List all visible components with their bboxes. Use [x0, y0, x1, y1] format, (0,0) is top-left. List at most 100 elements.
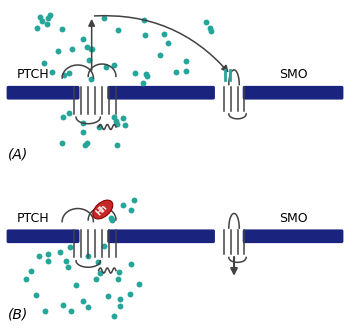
Point — [122, 122, 128, 128]
Point — [88, 77, 94, 82]
Point — [46, 251, 51, 256]
FancyBboxPatch shape — [243, 86, 343, 100]
Point — [37, 14, 43, 19]
Point — [115, 276, 121, 281]
Point — [60, 140, 65, 145]
Point — [74, 283, 79, 288]
Point — [80, 121, 86, 126]
Point — [62, 72, 67, 78]
Point — [104, 64, 109, 69]
Point — [111, 63, 117, 68]
Point — [102, 244, 107, 249]
Point — [113, 118, 119, 123]
Point — [34, 25, 40, 30]
Point — [140, 80, 146, 86]
Point — [63, 259, 69, 264]
Point — [46, 258, 51, 264]
Point — [94, 277, 99, 282]
Point — [127, 291, 133, 296]
Point — [66, 111, 72, 116]
Ellipse shape — [93, 200, 113, 219]
Point — [42, 309, 48, 314]
Point — [208, 28, 214, 33]
FancyBboxPatch shape — [7, 229, 79, 243]
Point — [108, 215, 113, 221]
Point — [128, 208, 134, 213]
Point — [132, 70, 138, 76]
Point — [106, 293, 111, 298]
Point — [66, 70, 72, 76]
Point — [166, 40, 171, 46]
Point — [110, 217, 115, 222]
Point — [141, 17, 147, 23]
Point — [161, 31, 167, 37]
Point — [120, 115, 126, 120]
Point — [60, 303, 66, 308]
Point — [80, 36, 86, 41]
Point — [208, 26, 213, 31]
Point — [44, 21, 49, 27]
Point — [33, 292, 39, 298]
Point — [59, 26, 64, 31]
Text: PTCH: PTCH — [16, 68, 49, 81]
Text: SMO: SMO — [279, 212, 307, 225]
Point — [84, 140, 89, 145]
Text: (A): (A) — [8, 147, 29, 161]
Point — [111, 114, 117, 120]
Point — [47, 13, 52, 18]
Point — [23, 277, 29, 282]
Point — [86, 254, 91, 259]
Point — [116, 269, 121, 274]
Point — [49, 69, 55, 75]
Point — [143, 71, 149, 77]
Point — [68, 308, 74, 314]
Point — [80, 130, 86, 135]
Point — [90, 46, 95, 52]
Point — [55, 48, 61, 53]
Point — [66, 265, 71, 270]
Point — [85, 305, 91, 310]
Point — [97, 270, 103, 275]
Text: (B): (B) — [8, 307, 29, 321]
Point — [69, 47, 75, 52]
Point — [42, 60, 47, 65]
Point — [28, 268, 34, 273]
Point — [184, 68, 189, 74]
Point — [117, 304, 122, 309]
FancyBboxPatch shape — [7, 86, 79, 100]
Point — [57, 249, 62, 254]
Point — [183, 58, 189, 63]
Point — [80, 298, 86, 304]
Text: Hh: Hh — [94, 202, 109, 217]
Point — [157, 52, 162, 57]
Point — [96, 125, 101, 130]
Point — [203, 19, 209, 25]
Point — [116, 27, 121, 33]
Point — [111, 314, 117, 319]
Point — [88, 46, 94, 51]
Point — [114, 142, 119, 147]
Point — [86, 57, 92, 63]
Point — [144, 74, 149, 79]
Point — [40, 18, 45, 24]
Point — [114, 121, 119, 127]
Point — [96, 259, 101, 264]
Point — [142, 33, 147, 38]
Point — [173, 69, 178, 75]
Point — [67, 244, 72, 250]
Point — [84, 45, 90, 50]
Point — [128, 262, 134, 267]
Point — [82, 142, 88, 148]
Point — [136, 281, 142, 286]
FancyBboxPatch shape — [107, 229, 215, 243]
Point — [45, 15, 51, 21]
Point — [118, 296, 123, 302]
Text: SMO: SMO — [279, 68, 307, 81]
FancyBboxPatch shape — [107, 86, 215, 100]
Point — [131, 198, 137, 203]
Point — [120, 202, 126, 207]
FancyBboxPatch shape — [243, 229, 343, 243]
Point — [60, 114, 65, 120]
Text: PTCH: PTCH — [16, 212, 49, 225]
Point — [36, 253, 42, 258]
